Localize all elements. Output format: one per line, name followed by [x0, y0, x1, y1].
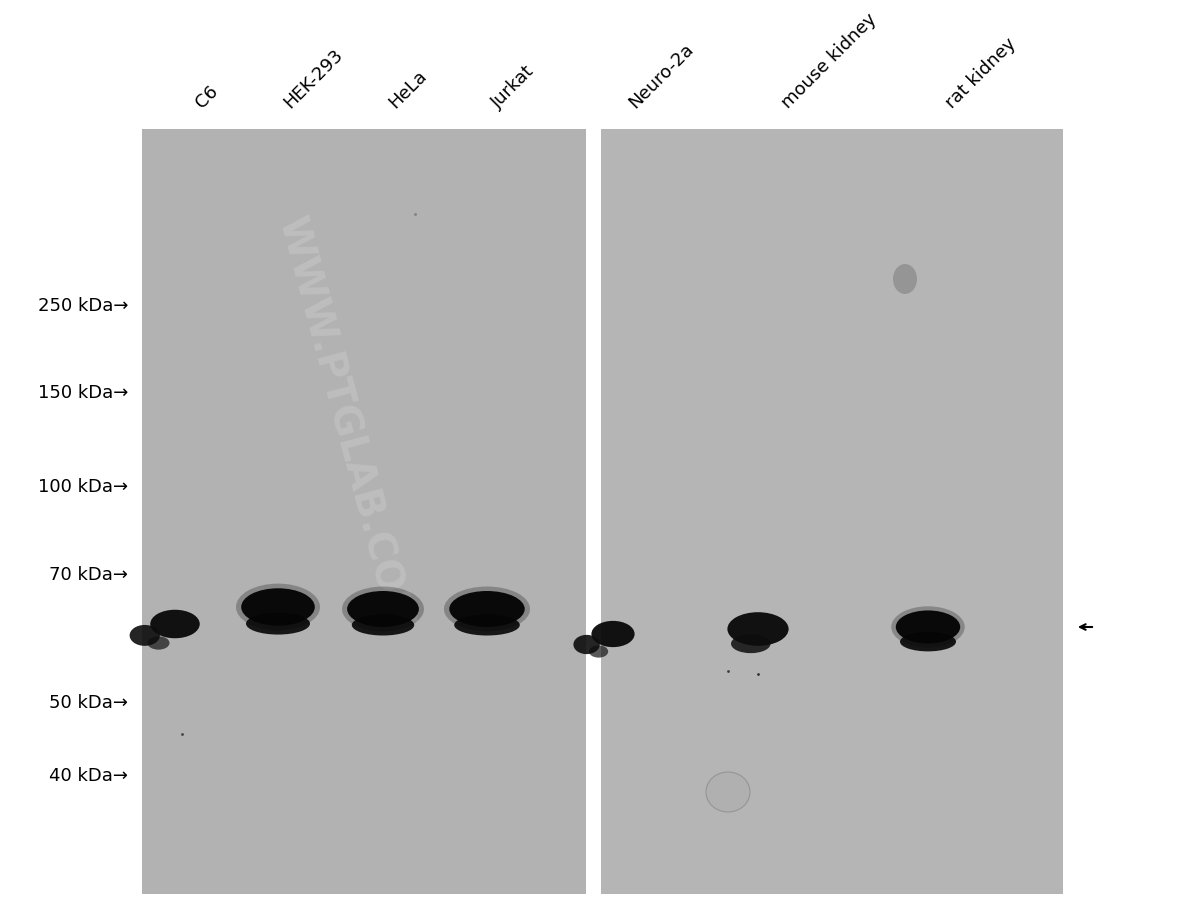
Text: rat kidney: rat kidney: [942, 34, 1019, 112]
Ellipse shape: [352, 615, 414, 636]
Text: 40 kDa→: 40 kDa→: [49, 766, 128, 784]
Text: WWW.PTGLAB.COM: WWW.PTGLAB.COM: [270, 213, 418, 635]
Bar: [601, 130, 1063, 894]
Text: 250 kDa→: 250 kDa→: [37, 297, 128, 315]
Text: 100 kDa→: 100 kDa→: [38, 477, 128, 495]
Text: C6: C6: [192, 82, 222, 112]
Bar: [142, 130, 586, 894]
Ellipse shape: [449, 592, 524, 627]
Text: 150 kDa→: 150 kDa→: [37, 383, 128, 401]
Text: Neuro-2a: Neuro-2a: [625, 40, 697, 112]
Ellipse shape: [900, 632, 956, 651]
Text: mouse kidney: mouse kidney: [778, 10, 880, 112]
Ellipse shape: [454, 615, 520, 636]
Bar: [586, 130, 601, 894]
Text: Jurkat: Jurkat: [488, 62, 538, 112]
Text: 70 kDa→: 70 kDa→: [49, 566, 128, 584]
Ellipse shape: [150, 610, 199, 639]
Ellipse shape: [241, 589, 314, 626]
Ellipse shape: [892, 607, 965, 648]
Ellipse shape: [731, 634, 770, 653]
Ellipse shape: [727, 612, 788, 646]
Ellipse shape: [347, 592, 419, 627]
Text: 50 kDa→: 50 kDa→: [49, 694, 128, 711]
Ellipse shape: [246, 613, 310, 635]
Ellipse shape: [342, 587, 424, 631]
Text: HEK-293: HEK-293: [280, 46, 347, 112]
Ellipse shape: [592, 621, 635, 648]
Ellipse shape: [574, 635, 600, 654]
Ellipse shape: [895, 611, 960, 644]
Ellipse shape: [893, 264, 917, 295]
Ellipse shape: [444, 587, 530, 631]
Ellipse shape: [130, 625, 160, 646]
Ellipse shape: [589, 646, 608, 658]
Ellipse shape: [706, 772, 750, 812]
Text: HeLa: HeLa: [385, 67, 430, 112]
Ellipse shape: [148, 637, 169, 650]
Ellipse shape: [236, 584, 320, 630]
